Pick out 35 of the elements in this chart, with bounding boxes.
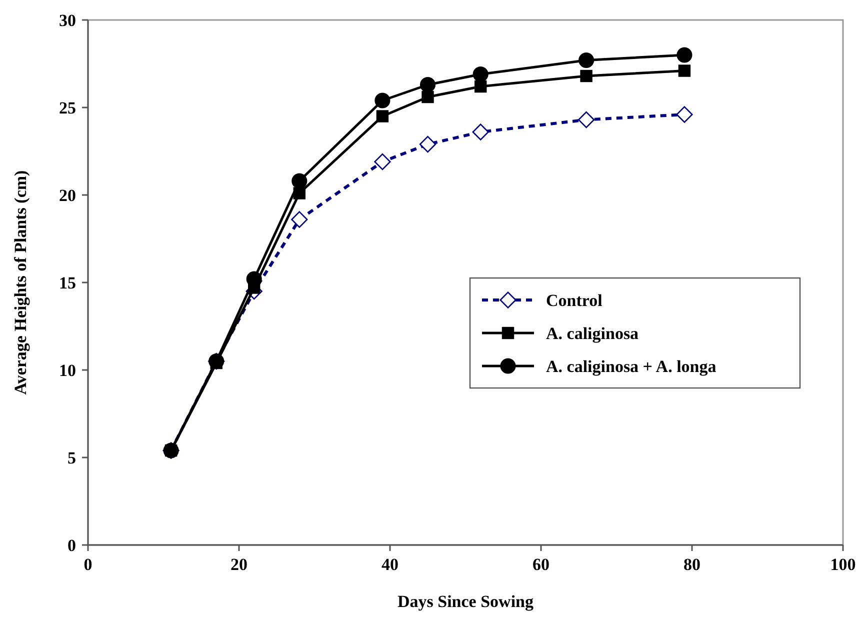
x-tick-label: 100	[830, 555, 856, 574]
y-tick-label: 20	[59, 186, 76, 205]
point	[472, 66, 488, 82]
point	[678, 64, 691, 77]
y-tick-label: 30	[59, 11, 76, 30]
x-tick-label: 60	[532, 555, 550, 574]
y-axis-title: Average Heights of Plants (cm)	[11, 170, 30, 395]
point	[578, 52, 594, 68]
point	[291, 211, 308, 228]
x-tick-label: 0	[84, 555, 92, 574]
point	[578, 111, 595, 128]
point	[374, 153, 391, 170]
point	[420, 76, 436, 93]
point	[472, 124, 489, 140]
point	[376, 110, 389, 122]
y-tick-label: 15	[59, 274, 76, 292]
y-tick-label: 0	[68, 536, 76, 555]
point	[422, 90, 434, 104]
point	[580, 70, 592, 82]
y-tick-label: 25	[59, 98, 76, 118]
x-tick-label: 80	[684, 555, 700, 574]
y-tick-label: 10	[59, 361, 76, 380]
legend-label: Control	[546, 291, 603, 310]
point	[474, 80, 487, 93]
x-tick-label: 40	[382, 555, 398, 574]
point	[419, 136, 436, 153]
point	[676, 106, 693, 123]
x-tick-label: 20	[230, 555, 248, 574]
point	[676, 47, 692, 63]
point	[292, 173, 308, 189]
legend-label: A. caliginosa	[546, 324, 640, 343]
point	[374, 92, 390, 108]
legend-label: A. caliginosa + A. longa	[546, 357, 717, 376]
x-axis-title: Days Since Sowing	[397, 592, 534, 611]
y-tick-label: 5	[68, 448, 76, 468]
